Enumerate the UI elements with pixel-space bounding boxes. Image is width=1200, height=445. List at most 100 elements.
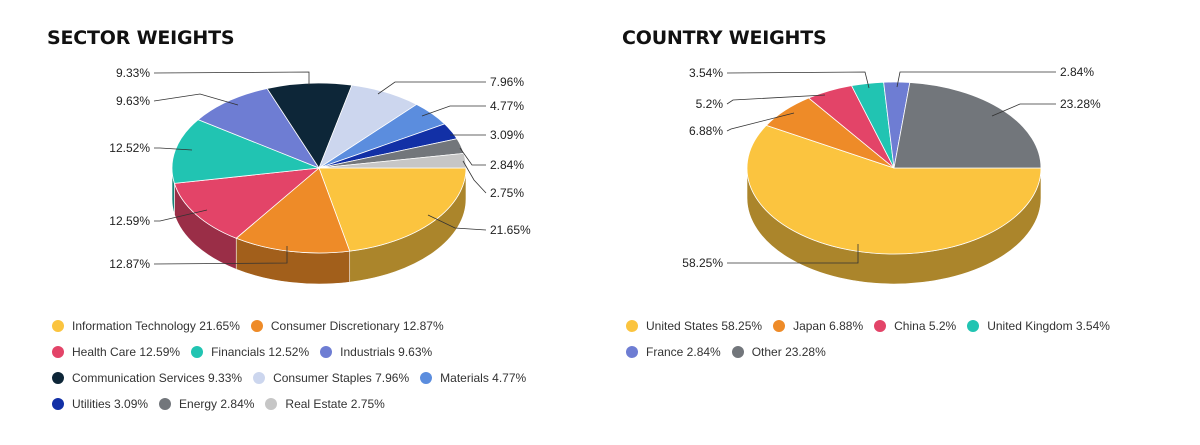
- legend-swatch: [731, 346, 744, 358]
- legend-label: Communication Services 9.33%: [72, 371, 243, 385]
- pie-slice-industrials[interactable]: [197, 88, 321, 169]
- data-label-energy: 2.84%: [490, 158, 524, 172]
- legend-row: Communication Services 9.33% Consumer Sta…: [52, 365, 572, 391]
- leader-line-communication-services: [153, 71, 310, 85]
- legend-label: China 5.2%: [894, 319, 957, 333]
- legend-item-energy[interactable]: Energy 2.84%: [159, 397, 254, 411]
- data-label-france: 2.84%: [1060, 65, 1094, 79]
- legend-swatch: [52, 372, 64, 384]
- pie-labels: 58.25% 6.88% 5.2% 3.54% 2.84% 23.28%: [682, 65, 1101, 270]
- pie-slices: [746, 81, 1042, 255]
- data-label-consumer-staples: 7.96%: [490, 75, 524, 89]
- legend-row: United States 58.25% Japan 6.88% China 5.2…: [626, 313, 1186, 339]
- legend-row: Information Technology 21.65% Consumer Di…: [52, 313, 572, 339]
- leader-line-france: [896, 71, 1056, 88]
- legend-item-japan[interactable]: Japan 6.88%: [773, 319, 863, 333]
- data-label-united-kingdom: 3.54%: [689, 66, 723, 80]
- legend-label: Information Technology 21.65%: [72, 319, 240, 333]
- data-label-financials: 12.52%: [109, 141, 150, 155]
- legend-item-information-technology[interactable]: Information Technology 21.65%: [52, 319, 240, 333]
- legend-item-financials[interactable]: Financials 12.52%: [191, 345, 309, 359]
- legend-label: Financials 12.52%: [211, 345, 310, 359]
- legend-swatch: [250, 320, 263, 332]
- leader-line-other: [991, 103, 1056, 117]
- legend-swatch: [320, 346, 333, 358]
- legend-item-real-estate[interactable]: Real Estate 2.75%: [265, 397, 385, 411]
- legend-item-health-care[interactable]: Health Care 12.59%: [52, 345, 180, 359]
- leader-line-japan: [726, 112, 795, 132]
- pie-slice-health-care[interactable]: [173, 167, 321, 239]
- sector-legend: Information Technology 21.65% Consumer Di…: [52, 313, 572, 417]
- pie-slice-other[interactable]: [893, 82, 1042, 169]
- legend-swatch: [967, 320, 980, 332]
- legend-label: Utilities 3.09%: [72, 397, 149, 411]
- legend-swatch: [265, 398, 278, 410]
- legend-label: Industrials 9.63%: [340, 345, 433, 359]
- legend-label: Energy 2.84%: [179, 397, 255, 411]
- legend-swatch: [52, 320, 64, 332]
- leader-line-consumer-discretionary: [153, 246, 288, 265]
- legend-item-consumer-staples[interactable]: Consumer Staples 7.96%: [253, 371, 409, 385]
- data-label-japan: 6.88%: [689, 124, 723, 138]
- legend-swatch: [52, 398, 64, 410]
- legend-item-materials[interactable]: Materials 4.77%: [420, 371, 526, 385]
- data-label-materials: 4.77%: [490, 99, 524, 113]
- data-label-other: 23.28%: [1060, 97, 1101, 111]
- legend-label: Consumer Discretionary 12.87%: [270, 319, 444, 333]
- data-label-information-technology: 21.65%: [490, 223, 531, 237]
- legend-item-industrials[interactable]: Industrials 9.63%: [320, 345, 432, 359]
- legend-swatch: [52, 346, 64, 358]
- legend-swatch: [159, 398, 172, 410]
- legend-item-united-states[interactable]: United States 58.25%: [626, 319, 762, 333]
- leader-line-materials: [421, 105, 486, 117]
- data-label-industrials: 9.63%: [116, 94, 150, 108]
- pie-slice-consumer-discretionary[interactable]: [235, 167, 351, 254]
- legend-row: Health Care 12.59% Financials 12.52% Indus…: [52, 339, 572, 365]
- legend-label: France 2.84%: [646, 345, 721, 359]
- legend-label: Other 23.28%: [751, 345, 826, 359]
- legend-item-france[interactable]: France 2.84%: [626, 345, 721, 359]
- legend-label: Japan 6.88%: [793, 319, 864, 333]
- legend-label: Materials 4.77%: [440, 371, 527, 385]
- legend-item-united-kingdom[interactable]: United Kingdom 3.54%: [967, 319, 1110, 333]
- legend-label: United States 58.25%: [646, 319, 763, 333]
- leader-line-united-states: [727, 244, 859, 264]
- sector-pie-chart: 21.65% 12.87% 12.59% 12.52% 9.63% 9.33% 7.96% 4…: [109, 66, 531, 285]
- country-pie-chart: 58.25% 6.88% 5.2% 3.54% 2.84% 23.28%: [682, 65, 1101, 285]
- leader-line-china: [726, 94, 826, 105]
- legend-swatch: [626, 346, 638, 358]
- chart-title: COUNTRY WEIGHTS: [622, 27, 827, 49]
- legend-swatch: [874, 320, 887, 332]
- legend-swatch: [420, 372, 433, 384]
- legend-item-communication-services[interactable]: Communication Services 9.33%: [52, 371, 242, 385]
- legend-label: Consumer Staples 7.96%: [273, 371, 410, 385]
- data-label-china: 5.2%: [696, 97, 724, 111]
- legend-label: Real Estate 2.75%: [285, 397, 385, 411]
- legend-row: France 2.84% Other 23.28%: [626, 339, 1186, 365]
- legend-item-consumer-discretionary[interactable]: Consumer Discretionary 12.87%: [250, 319, 444, 333]
- leader-line-health-care: [154, 209, 208, 222]
- legend-swatch: [191, 346, 204, 358]
- legend-label: Health Care 12.59%: [72, 345, 181, 359]
- data-label-utilities: 3.09%: [490, 128, 524, 142]
- legend-item-other[interactable]: Other 23.28%: [731, 345, 826, 359]
- pie-labels: 21.65% 12.87% 12.59% 12.52% 9.63% 9.33% 7.96% 4…: [109, 66, 531, 271]
- legend-item-china[interactable]: China 5.2%: [874, 319, 956, 333]
- leader-line-information-technology: [427, 214, 487, 231]
- pie-slice-financials[interactable]: [171, 119, 320, 184]
- data-label-health-care: 12.59%: [109, 214, 150, 228]
- leader-line-united-kingdom: [726, 71, 870, 89]
- data-label-united-states: 58.25%: [682, 256, 723, 270]
- leader-line-energy: [459, 147, 486, 166]
- legend-row: Utilities 3.09% Energy 2.84% Real Estate 2…: [52, 391, 572, 417]
- pie-slice-information-technology[interactable]: [318, 167, 467, 252]
- legend-label: United Kingdom 3.54%: [987, 319, 1110, 333]
- data-label-real-estate: 2.75%: [490, 186, 524, 200]
- pie-slice-united-states[interactable]: [746, 124, 1042, 255]
- country-weights-panel: COUNTRY WEIGHTS 58.25% 6.88% 5.2% 3.54% 2.84…: [600, 0, 1200, 445]
- legend-swatch: [773, 320, 786, 332]
- leader-line-real-estate: [462, 160, 487, 194]
- data-label-communication-services: 9.33%: [116, 66, 150, 80]
- data-label-consumer-discretionary: 12.87%: [109, 257, 150, 271]
- legend-item-utilities[interactable]: Utilities 3.09%: [52, 397, 148, 411]
